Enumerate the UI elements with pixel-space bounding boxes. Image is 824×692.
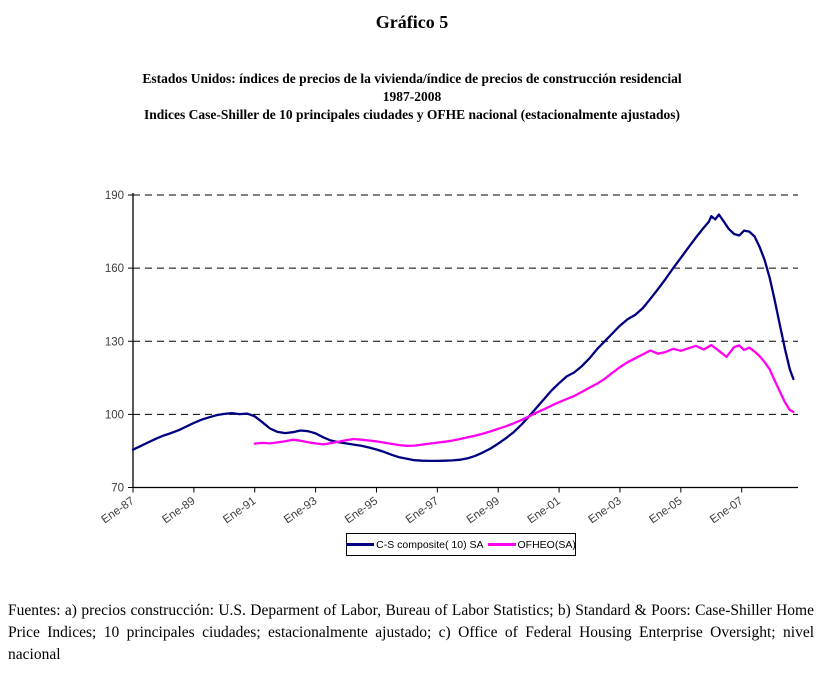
legend-label-cs-composite: C-S composite( 10) SA — [376, 538, 484, 551]
x-tick-label-Ene-97: Ene-97 — [404, 495, 441, 526]
figure-label: Gráfico 5 — [375, 12, 449, 32]
x-tick-label-Ene-87: Ene-87 — [99, 495, 136, 526]
x-tick-label-Ene-91: Ene-91 — [221, 495, 258, 526]
chart-legend: C-S composite( 10) SA OFHEO(SA) — [346, 533, 576, 556]
legend-label-ofheo: OFHEO(SA) — [517, 538, 576, 551]
legend-item-cs-composite: C-S composite( 10) SA — [346, 538, 484, 551]
series-line-cs-composite — [131, 213, 795, 463]
y-tick-label-160: 160 — [105, 263, 124, 275]
x-tick-label-Ene-01: Ene-01 — [526, 495, 563, 526]
x-tick-label-Ene-95: Ene-95 — [343, 495, 380, 526]
chart-title-block: Estados Unidos: índices de precios de la… — [136, 70, 688, 124]
sources-note: Fuentes: a) precios construcción: U.S. D… — [8, 602, 814, 663]
ofheo-line-swatch — [487, 543, 516, 546]
chart-title-line2: 1987-2008 — [382, 89, 442, 104]
x-tick-label-Ene-07: Ene-07 — [708, 495, 745, 526]
x-tick-label-Ene-93: Ene-93 — [282, 495, 319, 526]
series-line-ofheo — [253, 343, 795, 447]
x-tick-label-Ene-03: Ene-03 — [586, 495, 623, 526]
y-tick-label-190: 190 — [105, 190, 124, 202]
x-tick-label-Ene-05: Ene-05 — [647, 495, 684, 526]
x-tick-label-Ene-89: Ene-89 — [160, 495, 197, 526]
legend-item-ofheo: OFHEO(SA) — [487, 538, 576, 551]
cs-composite-line-swatch — [346, 543, 375, 546]
y-tick-label-100: 100 — [105, 409, 124, 421]
chart-title-line1: Estados Unidos: índices de precios de la… — [142, 71, 682, 86]
y-tick-label-70: 70 — [111, 483, 124, 495]
chart-title-line3: Indices Case-Shiller de 10 principales c… — [143, 107, 681, 122]
y-tick-label-130: 130 — [105, 336, 124, 348]
x-tick-label-Ene-99: Ene-99 — [465, 495, 502, 526]
